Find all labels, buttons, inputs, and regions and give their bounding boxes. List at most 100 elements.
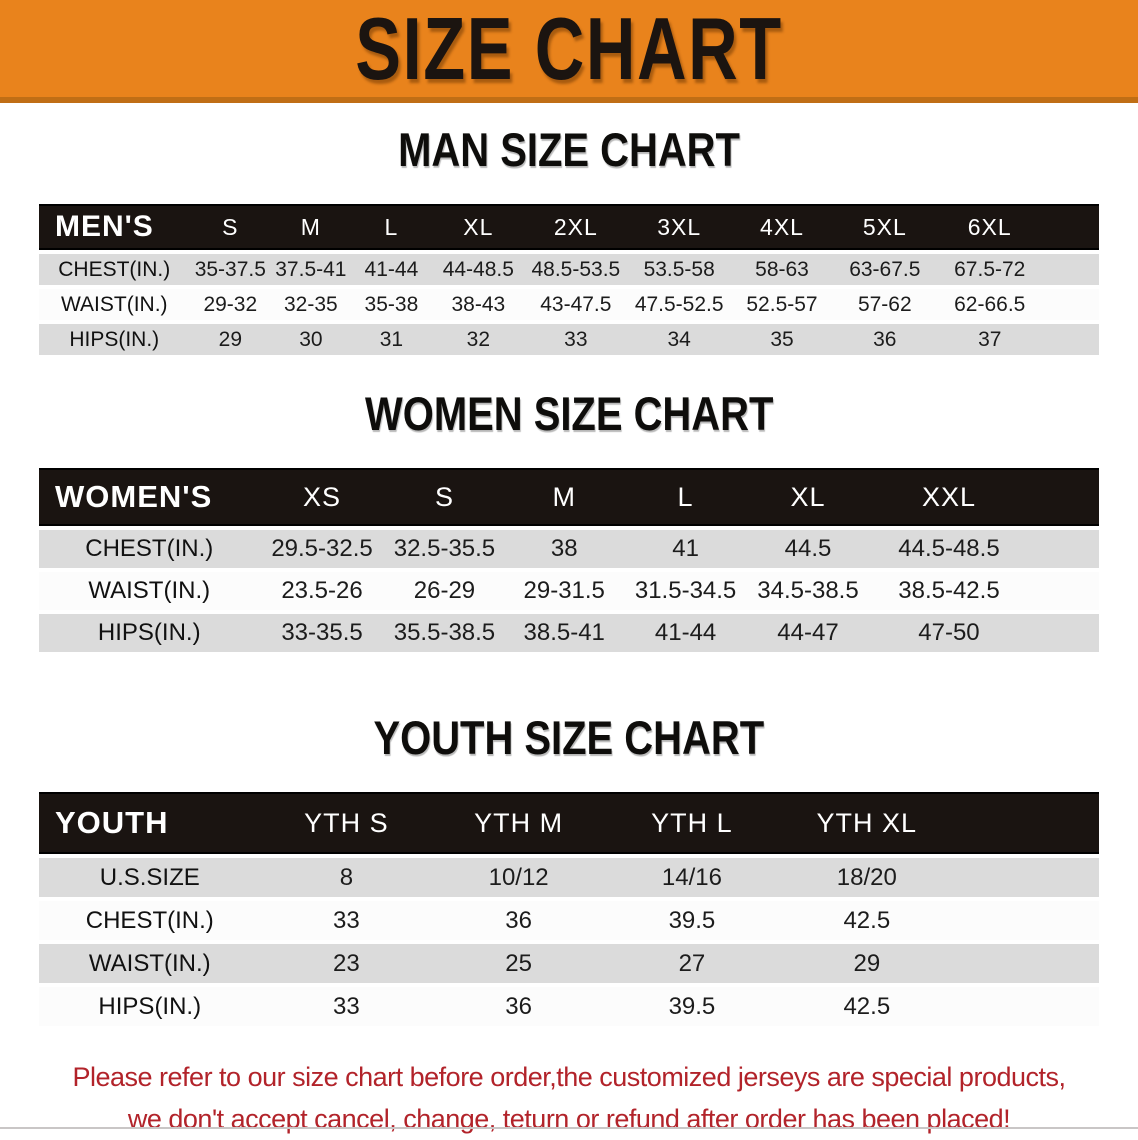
size-column-header: 6XL: [936, 204, 1043, 250]
row-spacer: [1042, 254, 1099, 285]
size-value-cell: 48.5-53.5: [524, 254, 628, 285]
size-value-cell: 63-67.5: [832, 254, 937, 285]
section-title-women: WOMEN SIZE CHART: [0, 389, 1138, 448]
size-value-cell: 23: [260, 944, 433, 983]
table-row: HIPS(IN.) 33-35.5 35.5-38.5 38.5-41 41-44 44-…: [39, 614, 1099, 652]
size-column-header: 3XL: [627, 204, 732, 250]
table-row: WAIST(IN.) 29-32 32-35 35-38 38-43 43-47.5 47.…: [39, 289, 1099, 320]
size-value-cell: 31.5-34.5: [624, 572, 748, 610]
size-column-header: M: [504, 468, 625, 526]
table-row: U.S.SIZE 8 10/12 14/16 18/20: [39, 858, 1099, 897]
size-value-cell: 33: [260, 987, 433, 1026]
table-header-row: YOUTH YTH S YTH M YTH L YTH XL: [39, 792, 1099, 854]
size-value-cell: 47-50: [868, 614, 1029, 652]
size-column-header: YTH M: [432, 792, 606, 854]
table-row: CHEST(IN.) 33 36 39.5 42.5: [39, 901, 1099, 940]
size-column-header: S: [384, 468, 505, 526]
row-spacer: [1028, 572, 1099, 610]
bottom-edge-divider: [0, 1127, 1138, 1129]
row-label: WAIST(IN.): [39, 944, 261, 983]
size-column-header: L: [624, 468, 748, 526]
size-column-header: S: [189, 204, 272, 250]
size-value-cell: 38.5-42.5: [868, 572, 1029, 610]
size-column-header: 5XL: [832, 204, 937, 250]
size-value-cell: 32.5-35.5: [384, 530, 505, 568]
size-value-cell: 41-44: [624, 614, 748, 652]
section-title-men-text: MAN SIZE CHART: [398, 123, 740, 176]
size-value-cell: 29.5-32.5: [259, 530, 385, 568]
table-row: HIPS(IN.) 29 30 31 32 33 34 35 36 37: [39, 324, 1099, 355]
size-value-cell: 14/16: [605, 858, 779, 897]
row-label: HIPS(IN.): [39, 324, 190, 355]
size-column-header: 2XL: [524, 204, 628, 250]
size-value-cell: 42.5: [778, 901, 955, 940]
size-value-cell: 42.5: [778, 987, 955, 1026]
size-value-cell: 27: [605, 944, 779, 983]
row-spacer: [954, 944, 1099, 983]
size-value-cell: 34.5-38.5: [747, 572, 869, 610]
size-value-cell: 34: [627, 324, 732, 355]
size-value-cell: 35.5-38.5: [384, 614, 505, 652]
footer-notice: Please refer to our size chart before or…: [0, 1056, 1138, 1140]
table-header-row: WOMEN'S XS S M L XL XXL: [39, 468, 1099, 526]
size-value-cell: 35-38: [350, 289, 433, 320]
size-value-cell: 23.5-26: [259, 572, 385, 610]
table-row: WAIST(IN.) 23 25 27 29: [39, 944, 1099, 983]
size-value-cell: 31: [350, 324, 433, 355]
size-column-header: M: [271, 204, 351, 250]
row-label: HIPS(IN.): [39, 614, 260, 652]
row-label: HIPS(IN.): [39, 987, 261, 1026]
size-value-cell: 39.5: [605, 987, 779, 1026]
row-spacer: [954, 901, 1099, 940]
row-spacer: [1028, 530, 1099, 568]
size-value-cell: 32: [432, 324, 525, 355]
size-value-cell: 26-29: [384, 572, 505, 610]
size-value-cell: 10/12: [432, 858, 606, 897]
size-value-cell: 29-32: [189, 289, 272, 320]
size-value-cell: 38-43: [432, 289, 525, 320]
size-value-cell: 18/20: [778, 858, 955, 897]
table-row: CHEST(IN.) 29.5-32.5 32.5-35.5 38 41 44.5 44.5…: [39, 530, 1099, 568]
row-spacer: [1042, 289, 1099, 320]
header-spacer: [954, 792, 1099, 854]
size-value-cell: 29-31.5: [504, 572, 625, 610]
size-value-cell: 53.5-58: [627, 254, 732, 285]
row-spacer: [1042, 324, 1099, 355]
section-men: MAN SIZE CHART MEN'S S M L XL 2XL 3XL 4XL 5XL 6XL…: [0, 125, 1138, 359]
header-spacer: [1042, 204, 1099, 250]
section-youth: YOUTH SIZE CHART YOUTH YTH S YTH M YTH L YTH…: [0, 713, 1138, 1030]
size-value-cell: 44-47: [747, 614, 869, 652]
size-value-cell: 62-66.5: [936, 289, 1043, 320]
row-spacer: [954, 858, 1099, 897]
women-size-table: WOMEN'S XS S M L XL XXL CHEST(IN.) 29.5-32.5 32.5…: [39, 464, 1099, 656]
table-group-label: YOUTH: [39, 792, 261, 854]
size-value-cell: 8: [260, 858, 433, 897]
size-value-cell: 44.5-48.5: [868, 530, 1029, 568]
size-value-cell: 43-47.5: [524, 289, 628, 320]
size-value-cell: 36: [832, 324, 937, 355]
size-value-cell: 37: [936, 324, 1043, 355]
size-value-cell: 32-35: [271, 289, 351, 320]
size-value-cell: 30: [271, 324, 351, 355]
table-header-row: MEN'S S M L XL 2XL 3XL 4XL 5XL 6XL: [39, 204, 1099, 250]
size-value-cell: 33: [524, 324, 628, 355]
size-column-header: 4XL: [731, 204, 833, 250]
section-women: WOMEN SIZE CHART WOMEN'S XS S M L XL XXL CHEST(…: [0, 389, 1138, 656]
row-label: WAIST(IN.): [39, 572, 260, 610]
header-spacer: [1028, 468, 1099, 526]
row-spacer: [954, 987, 1099, 1026]
section-title-youth-text: YOUTH SIZE CHART: [373, 711, 765, 764]
notice-line-1: Please refer to our size chart before or…: [72, 1062, 1066, 1092]
table-row: CHEST(IN.) 35-37.5 37.5-41 41-44 44-48.5 48.5…: [39, 254, 1099, 285]
size-value-cell: 36: [432, 987, 606, 1026]
page-title: SIZE CHART: [295, 4, 843, 93]
size-column-header: YTH S: [260, 792, 433, 854]
size-value-cell: 35-37.5: [189, 254, 272, 285]
row-label: CHEST(IN.): [39, 254, 190, 285]
size-value-cell: 52.5-57: [731, 289, 833, 320]
row-label: CHEST(IN.): [39, 901, 261, 940]
banner: SIZE CHART: [0, 0, 1138, 103]
size-value-cell: 29: [778, 944, 955, 983]
size-value-cell: 44.5: [747, 530, 869, 568]
